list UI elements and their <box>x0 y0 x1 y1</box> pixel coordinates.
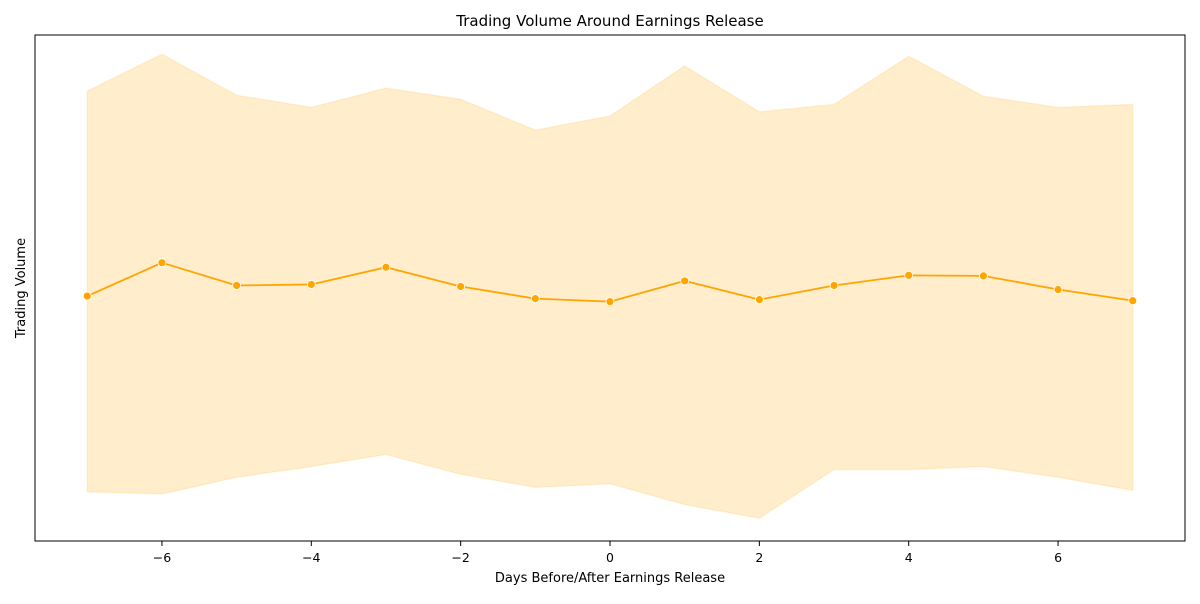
confidence-band <box>86 53 1134 520</box>
data-point <box>1128 296 1138 306</box>
data-point <box>232 281 242 290</box>
x-tick-label: −2 <box>451 550 469 565</box>
x-tick-label: 4 <box>905 550 913 565</box>
data-point <box>530 294 540 304</box>
data-point <box>829 281 839 290</box>
data-point <box>456 282 466 291</box>
x-tick-label: −6 <box>153 550 171 565</box>
data-point <box>82 291 92 301</box>
data-point <box>978 271 988 281</box>
chart-title: Trading Volume Around Earnings Release <box>455 12 763 30</box>
axes: −6 −4 −2 0 2 4 6 <box>34 34 1186 565</box>
x-tick-label: 6 <box>1054 550 1062 565</box>
data-point <box>605 297 615 307</box>
y-axis-label: Trading Volume <box>14 238 29 339</box>
data-point <box>904 270 914 280</box>
data-point <box>381 262 391 272</box>
data-point <box>1053 285 1063 294</box>
data-point <box>754 295 764 305</box>
data-point <box>306 280 316 289</box>
x-tick-label: 2 <box>755 550 763 565</box>
x-tick-label: 0 <box>606 550 614 565</box>
plot-area <box>82 53 1138 520</box>
x-tick-label: −4 <box>302 550 320 565</box>
data-point <box>680 276 690 286</box>
x-axis-label: Days Before/After Earnings Release <box>495 571 725 586</box>
data-point <box>157 258 167 268</box>
